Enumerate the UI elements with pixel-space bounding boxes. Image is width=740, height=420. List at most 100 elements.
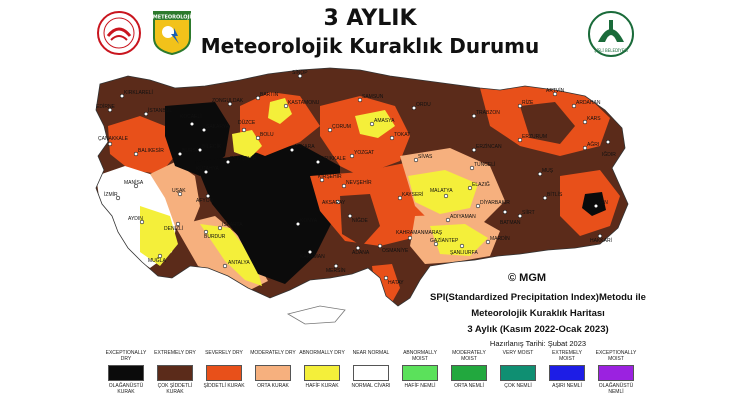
meteorology-logo-text: METEOROLOJİ <box>153 14 192 21</box>
region-erzurum <box>520 102 575 144</box>
city-label: ESKİŞEHİR <box>230 155 257 162</box>
city-label: SİNOP <box>292 69 308 76</box>
city-label: ELAZIĞ <box>472 181 490 188</box>
legend-swatch <box>598 365 634 381</box>
legend: EXCEPTIONALLY DRY OLAĞANÜSTÜ KURAK EXTRE… <box>103 350 643 412</box>
city-label: DÜZCE <box>238 119 256 126</box>
legend-item: EXCEPTIONALLY DRY OLAĞANÜSTÜ KURAK <box>103 350 149 395</box>
legend-item: MODERATELY MOIST ORTA NEMLİ <box>446 350 492 389</box>
legend-swatch <box>206 365 242 381</box>
city-label: KASTAMONU <box>288 100 320 106</box>
legend-en-label: EXTREMELY DRY <box>154 350 196 356</box>
legend-item: MODERATELY DRY ORTA KURAK <box>250 350 296 389</box>
city-label: BURDUR <box>204 234 226 240</box>
city-label: ANKARA <box>294 144 315 150</box>
city-label: MUŞ <box>542 168 554 174</box>
city-label: KARS <box>587 116 601 122</box>
legend-tr-label: HAFİF KURAK <box>305 383 339 389</box>
region-van-core <box>582 192 606 216</box>
city-label: RİZE <box>522 99 534 106</box>
city-label: BİTLİS <box>547 191 563 198</box>
legend-en-label: MODERATELY DRY <box>250 350 296 356</box>
city-label: KÜTAHYA <box>196 165 220 172</box>
city-label: EDİRNE <box>96 103 116 110</box>
city-label: MALATYA <box>430 188 453 194</box>
legend-tr-label: OLAĞANÜSTÜ NEMLİ <box>598 383 634 395</box>
region-polygons <box>95 67 629 307</box>
city-label: ZONGULDAK <box>212 98 244 104</box>
city-label: DİYARBAKIR <box>480 199 510 206</box>
city-label: ERZURUM <box>522 134 547 140</box>
legend-en-label: EXTREMELY MOIST <box>552 350 582 362</box>
legend-en-label: SEVERELY DRY <box>205 350 243 356</box>
legend-item: VERY MOIST ÇOK NEMLİ <box>495 350 541 389</box>
legend-tr-label: ORTA NEMLİ <box>454 383 484 389</box>
municipality-logo: ŞİŞLİ BELEDİYESİ <box>588 11 634 57</box>
legend-en-label: ABNORMALLY DRY <box>299 350 345 356</box>
city-label: BATMAN <box>500 220 521 226</box>
legend-tr-label: HAFİF NEMLİ <box>404 383 436 389</box>
legend-tr-label: ÇOK NEMLİ <box>504 383 532 389</box>
city-label: KARAMAN <box>300 254 325 260</box>
region-aegean-inner <box>150 162 200 231</box>
city-label: VAN <box>598 200 608 206</box>
title-line-2: Meteorolojik Kuraklık Durumu <box>200 34 540 58</box>
prepared-date: Hazırlanış Tarihi: Şubat 2023 <box>489 339 587 348</box>
city-label: ERZİNCAN <box>476 143 502 150</box>
city-label: AMASYA <box>374 118 395 124</box>
legend-swatch <box>108 365 144 381</box>
city-label: NEVŞEHİR <box>346 179 372 186</box>
city-label: SİİRT <box>522 209 535 216</box>
city-label: İZMİR <box>104 191 118 198</box>
info-line-1: SPI(Standardized Precipitation Index)Met… <box>430 292 646 303</box>
ministry-logo <box>97 11 141 55</box>
city-label: OSMANİYE <box>382 247 409 254</box>
legend-tr-label: ÇOK ŞİDDETLİ KURAK <box>157 383 193 395</box>
city-label: GAZİANTEP <box>430 237 459 244</box>
region-marmara <box>108 116 175 174</box>
region-malatya <box>408 170 478 214</box>
legend-item: SEVERELY DRY ŞİDDETLİ KURAK <box>201 350 247 389</box>
city-label: ANTALYA <box>228 260 250 266</box>
city-label: IĞDIR <box>602 151 616 158</box>
info-line-3: 3 Aylık (Kasım 2022-Ocak 2023) <box>467 324 609 335</box>
legend-item: EXTREMELY MOIST AŞIRI NEMLİ <box>544 350 590 389</box>
legend-en-label: NEAR NORMAL <box>352 350 390 356</box>
city-label: ÇANAKKALE <box>98 136 129 142</box>
city-label: KAHRAMANMARAŞ <box>396 230 443 236</box>
region-konya-east <box>340 194 380 246</box>
city-label: KAYSERİ <box>402 191 423 198</box>
legend-tr-label: AŞIRI NEMLİ <box>552 383 582 389</box>
legend-item: ABNORMALLY MOIST HAFİF NEMLİ <box>397 350 443 389</box>
drought-map: KIRKLARELİ EDİRNE İSTANBUL ZONGULDAK BAR… <box>95 67 629 325</box>
city-label: ADANA <box>352 250 370 256</box>
city-label: BARTIN <box>260 92 279 98</box>
legend-item: ABNORMALLY DRY HAFİF KURAK <box>299 350 345 389</box>
city-label: NİĞDE <box>352 217 369 224</box>
city-label: HAKKARİ <box>590 237 612 244</box>
legend-tr-label: ORTA KURAK <box>257 383 289 389</box>
region-bolu <box>232 130 262 158</box>
city-label: BURSA <box>182 148 200 154</box>
map-info: SPI(Standardized Precipitation Index)Met… <box>398 290 678 350</box>
city-label: ŞANLIURFA <box>450 250 478 256</box>
city-label: UŞAK <box>172 188 186 194</box>
legend-tr-label: OLAĞANÜSTÜ KURAK <box>108 383 144 395</box>
region-mugla <box>140 206 178 266</box>
cyprus-island <box>286 305 346 325</box>
city-label: KIRKLARELİ <box>124 89 153 96</box>
region-northwest <box>165 102 230 176</box>
header: METEOROLOJİ 3 AYLIK Meteorolojik Kuraklı… <box>0 0 740 70</box>
legend-swatch <box>157 365 193 381</box>
legend-swatch <box>255 365 291 381</box>
legend-tr-label: ŞİDDETLİ KURAK <box>203 383 245 389</box>
info-line-2: Meteorolojik Kuraklık Haritası <box>471 308 605 319</box>
region-central <box>195 144 340 284</box>
city-label: SAKARYA <box>206 124 230 130</box>
legend-en-label: EXCEPTIONALLY MOIST <box>595 350 637 362</box>
city-label: TOKAT <box>394 132 410 138</box>
region-antalya <box>200 224 262 286</box>
legend-en-label: EXCEPTIONALLY DRY <box>105 350 147 362</box>
city-markers <box>107 73 611 281</box>
legend-item: EXCEPTIONALLY MOIST OLAĞANÜSTÜ NEMLİ <box>593 350 639 395</box>
